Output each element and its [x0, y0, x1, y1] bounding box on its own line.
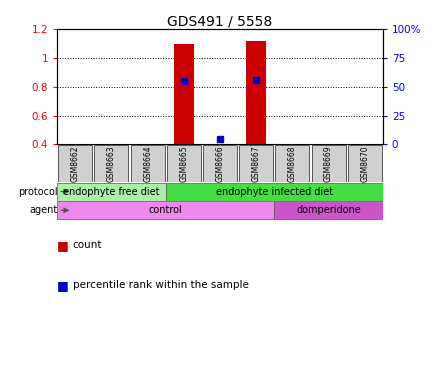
FancyBboxPatch shape: [348, 145, 382, 182]
Text: percentile rank within the sample: percentile rank within the sample: [73, 280, 249, 291]
FancyBboxPatch shape: [275, 145, 309, 182]
Text: GSM8663: GSM8663: [107, 145, 116, 182]
Bar: [57, 183, 166, 201]
Bar: [174, 44, 194, 145]
Text: ■: ■: [57, 239, 69, 252]
Bar: [274, 201, 383, 219]
FancyBboxPatch shape: [95, 145, 128, 182]
Text: endophyte infected diet: endophyte infected diet: [216, 187, 333, 197]
Text: GSM8665: GSM8665: [180, 145, 188, 182]
Text: GSM8662: GSM8662: [71, 145, 80, 182]
Title: GDS491 / 5558: GDS491 / 5558: [167, 14, 273, 28]
Text: endophyte free diet: endophyte free diet: [63, 187, 160, 197]
Text: GSM8669: GSM8669: [324, 145, 333, 182]
Text: count: count: [73, 240, 102, 250]
Text: agent: agent: [29, 205, 58, 215]
Text: GSM8664: GSM8664: [143, 145, 152, 182]
Text: GSM8666: GSM8666: [216, 145, 224, 182]
Text: ■: ■: [57, 279, 69, 292]
Bar: [246, 41, 266, 145]
Text: GSM8667: GSM8667: [252, 145, 260, 182]
FancyBboxPatch shape: [58, 145, 92, 182]
Text: control: control: [149, 205, 183, 215]
Text: GSM8668: GSM8668: [288, 145, 297, 182]
FancyBboxPatch shape: [239, 145, 273, 182]
Bar: [57, 201, 274, 219]
Text: domperidone: domperidone: [296, 205, 361, 215]
FancyBboxPatch shape: [131, 145, 165, 182]
Text: GSM8670: GSM8670: [360, 145, 369, 182]
Bar: [166, 183, 383, 201]
FancyBboxPatch shape: [312, 145, 345, 182]
Text: protocol: protocol: [18, 187, 58, 197]
FancyBboxPatch shape: [167, 145, 201, 182]
FancyBboxPatch shape: [203, 145, 237, 182]
